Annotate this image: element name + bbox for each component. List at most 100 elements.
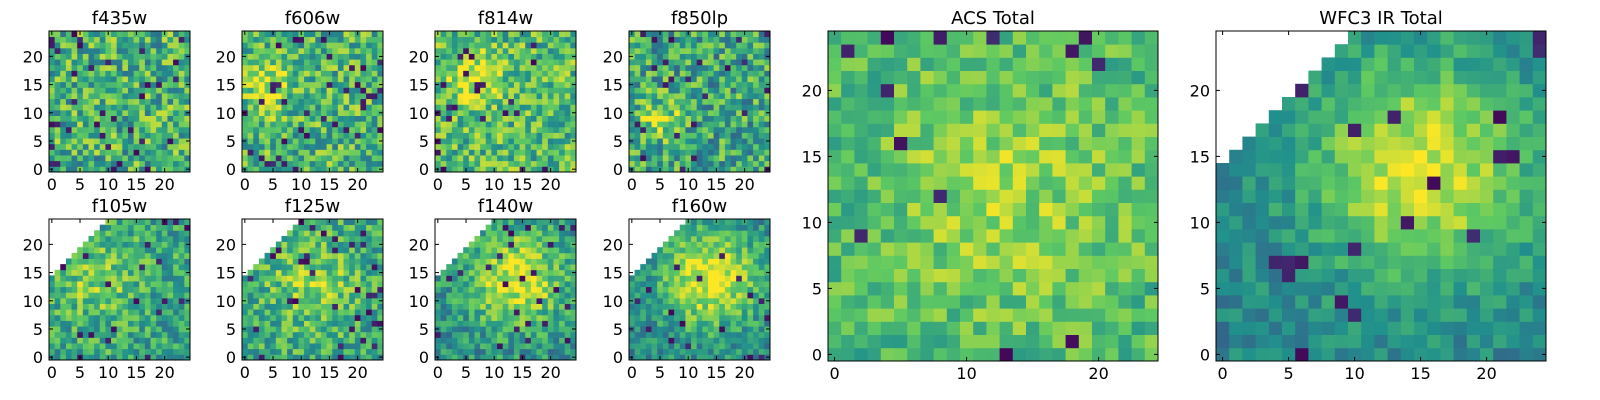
heatmap-cell [349, 297, 356, 304]
heatmap-cell [173, 241, 180, 248]
heatmap-cell [184, 42, 191, 49]
heatmap-cell [315, 31, 322, 38]
heatmap-cell [343, 76, 350, 83]
heatmap-cell [707, 143, 714, 150]
heatmap-cell [463, 258, 470, 265]
heatmap-cell [326, 36, 333, 43]
heatmap-cell [354, 104, 361, 111]
heatmap-cell [247, 286, 254, 293]
heatmap-cell [668, 303, 675, 310]
heatmap-cell [440, 281, 447, 288]
heatmap-cell [485, 281, 492, 288]
heatmap-cell [451, 138, 458, 145]
heatmap-cell [156, 258, 163, 265]
heatmap-cell [480, 269, 487, 276]
heatmap-cell [156, 320, 163, 327]
heatmap-cell [127, 59, 134, 66]
heatmap-cell [60, 143, 67, 150]
heatmap-cell [127, 241, 134, 248]
heatmap-cell [65, 155, 72, 162]
heatmap-cell [105, 59, 112, 66]
heatmap-cell [679, 326, 686, 333]
heatmap-cell [440, 132, 447, 139]
heatmap-cell [304, 292, 311, 299]
heatmap-cell [178, 98, 185, 105]
heatmap-cell [513, 252, 520, 259]
heatmap-cell [645, 42, 652, 49]
heatmap-cell [332, 126, 339, 133]
heatmap-cell [60, 281, 67, 288]
heatmap-cell [702, 281, 709, 288]
heatmap-cell [253, 126, 260, 133]
heatmap-cell [440, 138, 447, 145]
heatmap-cell [65, 269, 72, 276]
heatmap-cell [651, 331, 658, 338]
heatmap-cell [730, 126, 737, 133]
heatmap-cell [564, 64, 571, 71]
heatmap-cell [287, 241, 294, 248]
heatmap-cell [65, 36, 72, 43]
heatmap-cell [156, 64, 163, 71]
heatmap-cell [377, 314, 384, 321]
heatmap-cell [553, 93, 560, 100]
y-tick-label: 5 [419, 132, 429, 151]
heatmap-cell [519, 230, 526, 237]
heatmap-cell [133, 326, 140, 333]
heatmap-cell [536, 314, 543, 321]
heatmap-cell [758, 235, 765, 242]
heatmap-cell [691, 109, 698, 116]
heatmap-cell [150, 281, 157, 288]
heatmap-cell [497, 275, 504, 282]
heatmap-cell [724, 166, 731, 173]
heatmap-cell [377, 70, 384, 77]
heatmap-cell [651, 264, 658, 271]
heatmap-cell [542, 47, 549, 54]
heatmap-cell [547, 235, 554, 242]
heatmap-cell [281, 314, 288, 321]
heatmap-cell [713, 275, 720, 282]
heatmap-cell [634, 269, 641, 276]
heatmap-cell [60, 31, 67, 38]
heatmap-cell [730, 81, 737, 88]
y-tick-label: 0 [419, 160, 429, 179]
heatmap-cell [178, 149, 185, 156]
heatmap-cell [497, 258, 504, 265]
heatmap-cell [570, 230, 577, 237]
heatmap-cell [332, 76, 339, 83]
heatmap-cell [440, 354, 447, 361]
heatmap-cell [349, 121, 356, 128]
heatmap-cell [536, 297, 543, 304]
heatmap-cell [497, 241, 504, 248]
heatmap-cell [474, 70, 481, 77]
heatmap-cell [133, 42, 140, 49]
heatmap-cell [60, 36, 67, 43]
heatmap-cell [747, 348, 754, 355]
heatmap-cell [377, 31, 384, 38]
heatmap-cell [242, 309, 249, 316]
heatmap-cell [679, 160, 686, 167]
heatmap-cell [553, 143, 560, 150]
heatmap-cell [668, 264, 675, 271]
heatmap-cell [320, 81, 327, 88]
heatmap-cell [497, 59, 504, 66]
heatmap-cell [559, 343, 566, 350]
heatmap-cell [764, 343, 771, 350]
heatmap-cell [111, 224, 118, 231]
heatmap-cell [178, 115, 185, 122]
heatmap-cell [253, 155, 260, 162]
heatmap-cell [253, 42, 260, 49]
heatmap-cell [629, 149, 636, 156]
heatmap-cell [88, 31, 95, 38]
heatmap-cell [343, 160, 350, 167]
heatmap-cell [71, 343, 78, 350]
heatmap-cell [49, 275, 56, 282]
heatmap-cell [332, 70, 339, 77]
heatmap-cell [281, 331, 288, 338]
heatmap-cell [156, 81, 163, 88]
heatmap-cell [71, 115, 78, 122]
heatmap-cell [326, 297, 333, 304]
heatmap-cell [651, 143, 658, 150]
heatmap-cell [564, 297, 571, 304]
heatmap-cell [525, 93, 532, 100]
heatmap-cell [634, 166, 641, 173]
